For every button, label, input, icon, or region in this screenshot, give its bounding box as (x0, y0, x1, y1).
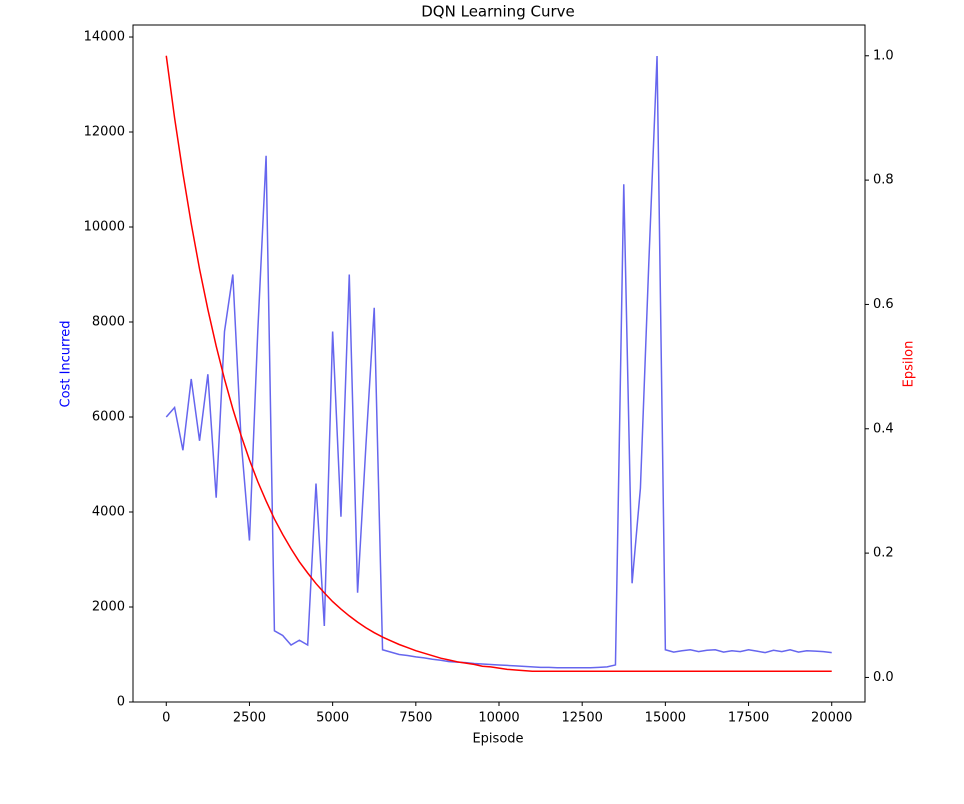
y-tick-label: 2000 (92, 600, 125, 615)
y-axis-label: Cost Incurred (59, 321, 74, 408)
y-tick-label: 14000 (84, 30, 125, 45)
x-tick-label: 12500 (562, 711, 603, 726)
y-tick-label: 8000 (92, 315, 125, 330)
x-tick-label: 7500 (399, 711, 432, 726)
x-tick-label: 5000 (316, 711, 349, 726)
x-tick-label: 20000 (811, 711, 852, 726)
x-axis-label: Episode (472, 732, 523, 747)
y2-axis-label: Epsilon (902, 341, 917, 388)
x-tick-label: 17500 (728, 711, 769, 726)
series-line (165, 55, 832, 669)
chart-title: DQN Learning Curve (421, 3, 575, 21)
y-tick-label: 12000 (84, 125, 125, 140)
y2-tick-label: 0.6 (873, 297, 894, 312)
y-tick-label: 4000 (92, 505, 125, 520)
series-line (165, 55, 832, 672)
y2-tick-label: 1.0 (873, 48, 894, 63)
y-tick-label: 6000 (92, 410, 125, 425)
y-tick-label: 10000 (84, 220, 125, 235)
x-tick-label: 0 (162, 711, 170, 726)
x-tick-label: 10000 (478, 711, 519, 726)
y2-tick-label: 0.0 (873, 670, 894, 685)
y2-tick-label: 0.2 (873, 546, 894, 561)
x-tick-label: 15000 (645, 711, 686, 726)
plot-frame (132, 24, 866, 703)
y2-tick-label: 0.4 (873, 421, 894, 436)
x-tick-label: 2500 (233, 711, 266, 726)
y2-tick-label: 0.8 (873, 173, 894, 188)
y-tick-label: 0 (117, 695, 125, 710)
